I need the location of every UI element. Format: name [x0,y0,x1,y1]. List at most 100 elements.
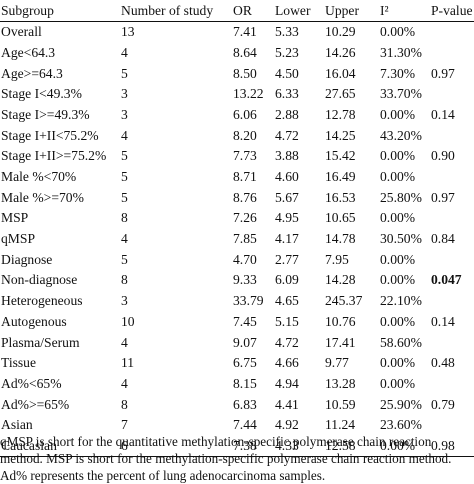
or-cell: 8.20 [233,127,257,143]
lower-ci-cell: 4.33 [275,437,299,453]
upper-ci-cell: 16.04 [325,65,356,81]
upper-ci-cell: 10.59 [325,396,356,412]
lower-ci-cell: 5.33 [275,24,299,40]
lower-ci-cell: 4.95 [275,210,299,226]
upper-ci-cell: 15.42 [325,148,356,164]
or-cell: 8.64 [233,44,257,60]
lower-ci-cell: 4.41 [275,396,299,412]
upper-ci-cell: 14.78 [325,231,356,247]
or-cell: 6.06 [233,106,257,122]
lower-ci-cell: 4.65 [275,293,299,309]
column-header: P-value [431,2,473,18]
or-cell: 6.75 [233,355,257,371]
upper-ci-cell: 12.58 [325,437,356,453]
p-value-cell: 0.97 [431,189,455,205]
table-header: Subgroup Number of study OR Lower Upper I² P-v… [0,0,474,22]
lower-ci-cell: 4.66 [275,355,299,371]
subgroup-cell: MSP [1,210,29,226]
lower-ci-cell: 4.72 [275,127,299,143]
i2-cell: 30.50% [380,231,422,247]
subgroup-cell: Asian [1,417,33,433]
subgroup-cell: Ad%<65% [1,375,62,391]
upper-ci-cell: 14.25 [325,127,356,143]
upper-ci-cell: 10.65 [325,210,356,226]
subgroup-analysis-table: Subgroup Number of study OR Lower Upper I² P-v… [0,0,474,457]
study-count-cell: 4 [121,231,128,247]
or-cell: 8.15 [233,375,257,391]
i2-cell: 0.00% [380,437,416,453]
subgroup-cell: Non-diagnose [1,272,78,288]
p-value-cell [430,332,474,353]
p-value-cell [430,167,474,188]
p-value-cell [430,291,474,312]
or-cell: 7.73 [233,148,257,164]
study-count-cell: 4 [121,127,128,143]
or-cell: 7.45 [233,313,257,329]
study-count-cell: 3 [121,293,128,309]
upper-ci-cell: 17.41 [325,334,356,350]
study-count-cell: 6 [121,437,128,453]
p-value-cell [430,373,474,394]
lower-ci-cell: 2.77 [275,251,299,267]
lower-ci-cell: 4.94 [275,375,299,391]
table-row: Age<64.3 4 8.64 5.23 14.26 31.30% [0,42,474,63]
study-count-cell: 13 [121,24,135,40]
column-header: Lower [275,2,311,18]
study-count-cell: 11 [121,355,135,371]
i2-cell: 0.00% [380,272,416,288]
p-value-cell: 0.14 [431,106,455,122]
or-cell: 13.22 [233,86,264,102]
upper-ci-cell: 16.53 [325,189,356,205]
lower-ci-cell: 6.33 [275,86,299,102]
p-value-cell [430,208,474,229]
p-value-cell: 0.98 [431,437,455,453]
subgroup-cell: Caucasian [1,437,57,453]
i2-cell: 0.00% [380,375,416,391]
lower-ci-cell: 4.60 [275,169,299,185]
upper-ci-cell: 14.26 [325,44,356,60]
study-count-cell: 3 [121,106,128,122]
table-row: Male %>=70% 5 8.76 5.67 16.53 25.80% 0.97 [0,187,474,208]
study-count-cell: 5 [121,169,128,185]
upper-ci-cell: 245.37 [325,293,363,309]
subgroup-cell: Ad%>=65% [1,396,70,412]
study-count-cell: 5 [121,65,128,81]
i2-cell: 0.00% [380,313,416,329]
lower-ci-cell: 4.72 [275,334,299,350]
column-header: Number of study [121,2,214,18]
i2-cell: 0.00% [380,169,416,185]
column-header: Upper [325,2,359,18]
study-count-cell: 4 [121,44,128,60]
subgroup-cell: Stage I+II<75.2% [1,127,99,143]
upper-ci-cell: 14.28 [325,272,356,288]
p-value-cell [430,249,474,270]
upper-ci-cell: 12.78 [325,106,356,122]
subgroup-cell: Diagnose [1,251,53,267]
header-row: Subgroup Number of study OR Lower Upper I² P-v… [0,0,474,22]
table-row: Stage I+II>=75.2% 5 7.73 3.88 15.42 0.00% 0.90 [0,146,474,167]
subgroup-cell: Plasma/Serum [1,334,80,350]
table-row: Non-diagnose 8 9.33 6.09 14.28 0.00% 0.047 [0,270,474,291]
i2-cell: 0.00% [380,148,416,164]
lower-ci-cell: 2.88 [275,106,299,122]
study-count-cell: 5 [121,251,128,267]
subgroup-cell: Age>=64.3 [1,65,63,81]
or-cell: 7.85 [233,231,257,247]
i2-cell: 43.20% [380,127,422,143]
lower-ci-cell: 4.50 [275,65,299,81]
i2-cell: 0.00% [380,210,416,226]
i2-cell: 7.30% [380,65,416,81]
i2-cell: 23.60% [380,417,422,433]
subgroup-cell: Tissue [1,355,37,371]
or-cell: 33.79 [233,293,264,309]
or-cell: 9.07 [233,334,257,350]
table-row: MSP 8 7.26 4.95 10.65 0.00% [0,208,474,229]
table-row: Stage I>=49.3% 3 6.06 2.88 12.78 0.00% 0.14 [0,104,474,125]
subgroup-cell: Stage I>=49.3% [1,106,90,122]
lower-ci-cell: 5.15 [275,313,299,329]
p-value-cell: 0.79 [431,396,455,412]
subgroup-cell: Heterogeneous [1,293,83,309]
study-count-cell: 5 [121,189,128,205]
upper-ci-cell: 9.77 [325,355,349,371]
